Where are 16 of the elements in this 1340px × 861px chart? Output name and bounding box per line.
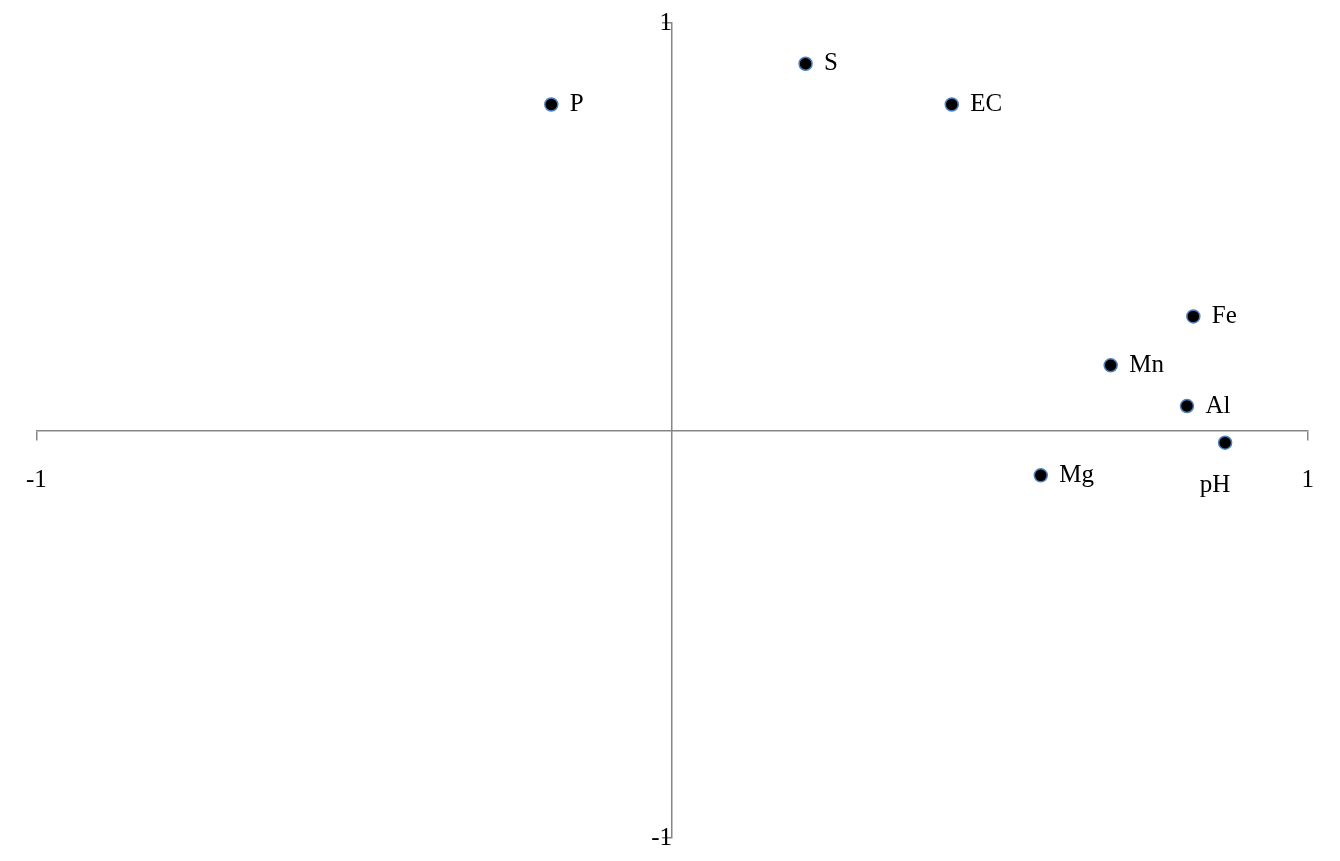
point: [944, 97, 960, 112]
series-label: Al: [1205, 390, 1231, 418]
series-label: EC: [970, 89, 1003, 117]
point: [798, 56, 813, 71]
series-label: pH: [1199, 470, 1231, 498]
series-label: Mn: [1129, 349, 1165, 377]
point: [1033, 468, 1049, 483]
point: [1186, 309, 1201, 324]
point: [1179, 398, 1195, 414]
series-label: Mg: [1059, 459, 1095, 487]
series-label: Fe: [1211, 300, 1237, 328]
point: [1217, 435, 1233, 450]
series-label: P: [569, 89, 584, 117]
point: [544, 97, 559, 112]
point: [1103, 358, 1118, 373]
series-label: S: [824, 48, 838, 76]
